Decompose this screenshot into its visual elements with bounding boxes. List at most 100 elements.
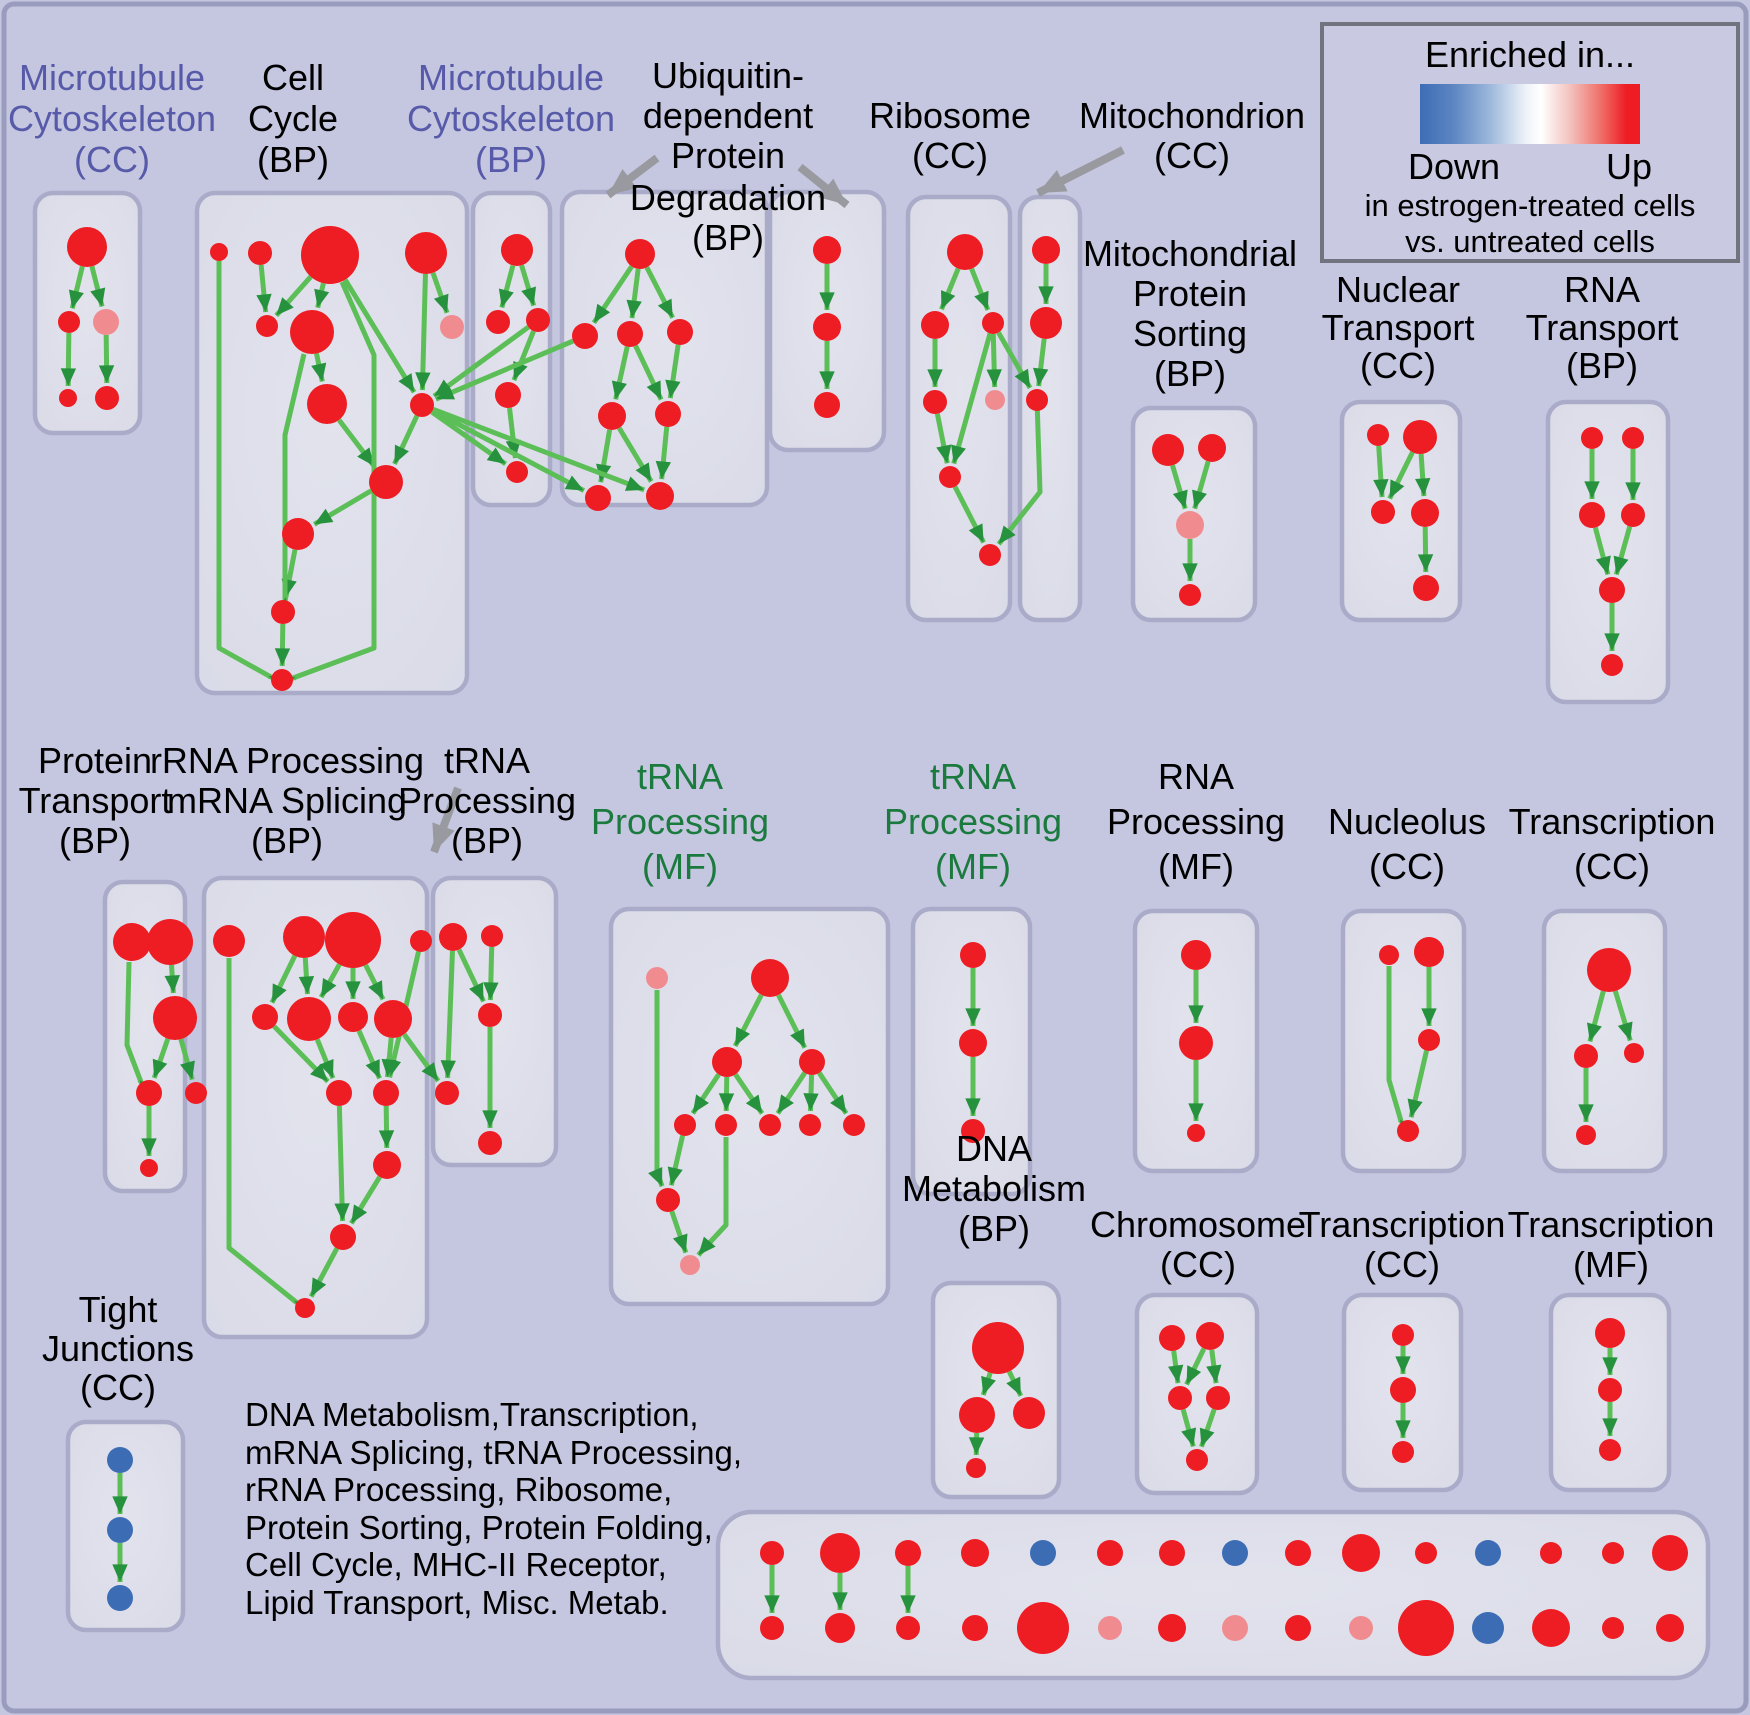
cluster-label-ubq: Ubiquitin- (652, 55, 804, 96)
edge-arrow (1417, 526, 1434, 573)
go-term-node (1371, 500, 1395, 524)
go-term-node (1598, 1378, 1622, 1402)
cluster-box-rna-trans (1545, 399, 1671, 705)
go-term-node (843, 1114, 865, 1136)
go-term-node (1599, 1439, 1621, 1461)
cluster-label-dna-met: (BP) (958, 1208, 1030, 1249)
cluster-label-prot-trans: Transport (19, 780, 172, 821)
go-term-node (501, 234, 533, 266)
go-term-node (58, 311, 80, 333)
go-term-node (895, 1540, 921, 1566)
edge-arrow (996, 331, 1033, 390)
cluster-label-mito: Mitochondrion (1079, 95, 1305, 136)
go-term-node (1285, 1540, 1311, 1566)
cluster-label-tight-junc: Junctions (42, 1328, 194, 1369)
go-term-node (799, 1049, 825, 1075)
go-term-node (1179, 1026, 1213, 1060)
cluster-label-rna-mf: (MF) (1158, 846, 1234, 887)
cluster-label-cell-cycle: Cycle (248, 98, 338, 139)
go-term-node (1032, 236, 1060, 264)
go-term-node (95, 386, 119, 410)
go-term-node (1176, 511, 1204, 539)
go-term-node (959, 1029, 987, 1057)
go-term-node (962, 1615, 988, 1641)
cluster-label-dna-met: Metabolism (902, 1168, 1086, 1209)
go-term-node (572, 323, 598, 349)
edge-arrow (1407, 1050, 1429, 1118)
go-term-node (814, 392, 840, 418)
go-term-node (1097, 1540, 1123, 1566)
edge-arrow (648, 990, 665, 1189)
annotation-arrow (430, 786, 462, 854)
go-term-node (1349, 1616, 1373, 1640)
note-line: DNA Metabolism,Transcription, (245, 1396, 699, 1433)
edge-arrow (803, 1074, 819, 1112)
annotation-arrow (797, 163, 850, 209)
edge-arrow (1592, 526, 1611, 576)
go-term-node (1595, 1318, 1625, 1348)
edge-arrow (951, 332, 993, 465)
cluster-label-trna-bp: tRNA (444, 740, 530, 781)
edge-arrow (314, 1038, 336, 1080)
go-term-node (1152, 434, 1184, 466)
go-term-node (478, 1131, 502, 1155)
cluster-label-mt-cc: Cytoskeleton (8, 98, 216, 139)
go-term-node (960, 942, 986, 968)
edge-arrow (274, 623, 291, 667)
go-term-node (287, 997, 331, 1041)
edge-arrow (337, 418, 376, 468)
go-term-node (506, 461, 528, 483)
note-line: Cell Cycle, MHC-II Receptor, (245, 1546, 667, 1583)
go-term-node (820, 1533, 860, 1573)
cluster-label-trna-mf1: tRNA (637, 756, 723, 797)
edge-arrow (655, 426, 672, 480)
cluster-label-mito-sort: Protein (1133, 273, 1247, 314)
go-term-node (1601, 654, 1623, 676)
go-term-node (1624, 1043, 1644, 1063)
cluster-label-trna-mf1: Processing (591, 801, 769, 842)
go-term-node (140, 1159, 158, 1177)
misc-clusters-note: DNA Metabolism,Transcription, mRNA Splici… (245, 1396, 742, 1621)
cluster-label-rna-mf: Processing (1107, 801, 1285, 842)
go-term-node (1587, 948, 1631, 992)
cluster-label-chromosome: (CC) (1160, 1244, 1236, 1285)
edge-arrow (644, 266, 675, 319)
go-term-node (1030, 1540, 1056, 1566)
go-term-node (1285, 1615, 1311, 1641)
go-term-node (1159, 1540, 1185, 1566)
go-term-node (813, 236, 841, 264)
go-term-node (712, 1047, 742, 1077)
edge-arrow (775, 1071, 807, 1115)
edge-arrow (430, 409, 507, 466)
go-term-node (210, 243, 228, 261)
go-term-node (961, 1119, 985, 1143)
cluster-label-nucleolus: Nucleolus (1328, 801, 1486, 842)
go-term-node (136, 1080, 162, 1106)
go-term-node (495, 382, 521, 408)
go-term-node (330, 1224, 356, 1250)
edge-arrow (334, 1105, 350, 1222)
edge-arrow (519, 264, 537, 307)
go-term-node (481, 925, 503, 947)
go-term-node (923, 390, 947, 414)
go-term-node (1574, 1044, 1598, 1068)
go-term-node (813, 313, 841, 341)
edge-arrow (415, 273, 431, 391)
cluster-box-mito (1017, 194, 1083, 623)
go-term-node (373, 1080, 399, 1106)
edge-arrow (274, 353, 307, 616)
go-term-node (1367, 424, 1389, 446)
go-term-node (1472, 1612, 1504, 1644)
edge-arrow (611, 346, 630, 400)
cluster-label-trna-mf2: Processing (884, 801, 1062, 842)
edge-arrow (1168, 1350, 1184, 1384)
edge-arrow (483, 946, 499, 1001)
cluster-label-transcr-cc1: Transcription (1509, 801, 1716, 842)
note-line: Protein Sorting, Protein Folding, (245, 1508, 713, 1546)
edge-arrow (633, 344, 664, 401)
edge-arrow (1199, 1408, 1217, 1448)
cluster-label-transcr-cc2: Transcription (1299, 1204, 1506, 1245)
edge-arrow (349, 1175, 382, 1225)
cluster-label-ribosome: (CC) (912, 135, 988, 176)
